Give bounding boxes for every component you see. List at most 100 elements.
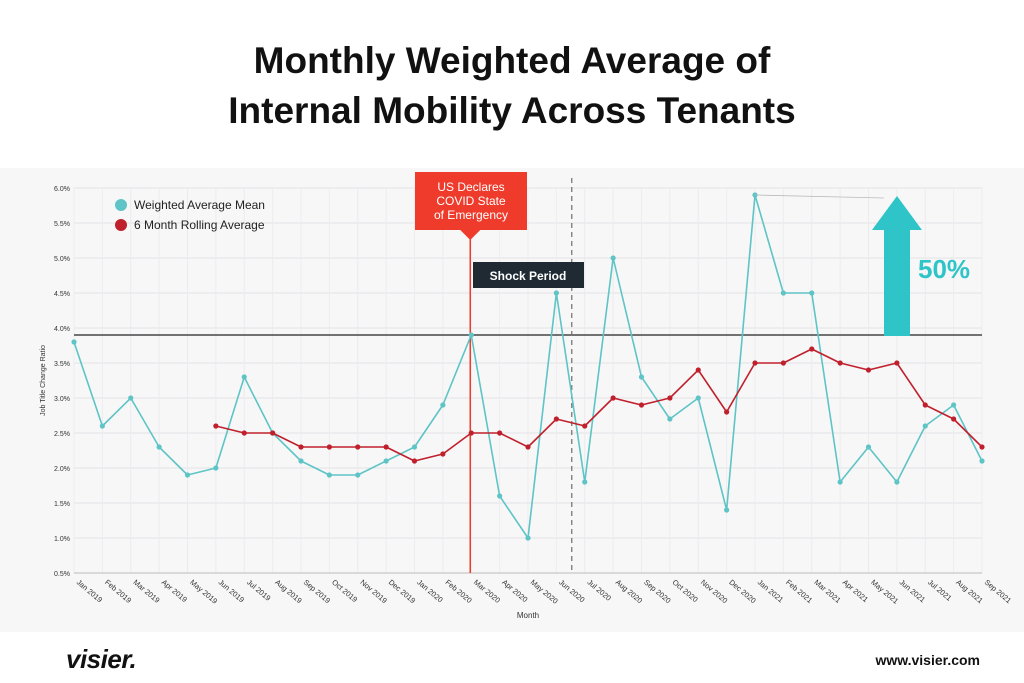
y-tick-label: 5.0% <box>54 256 70 263</box>
data-point-rolling <box>667 395 673 401</box>
data-point-mean <box>894 479 900 485</box>
shock-period-badge <box>473 262 584 288</box>
data-point-rolling <box>383 444 389 450</box>
x-tick-label: Sep 2021 <box>983 578 1013 606</box>
title-line-2: Internal Mobility Across Tenants <box>228 90 796 131</box>
y-tick-label: 1.0% <box>54 536 70 543</box>
data-point-rolling <box>213 423 219 429</box>
legend-label-rolling: 6 Month Rolling Average <box>134 218 265 232</box>
data-point-mean <box>809 290 815 296</box>
x-tick-label: Oct 2020 <box>671 578 700 604</box>
data-point-mean <box>865 444 872 450</box>
x-tick-label: Jun 2019 <box>217 578 246 605</box>
x-tick-label: Mar 2021 <box>812 578 842 605</box>
footer-url[interactable]: www.visier.com <box>875 652 980 668</box>
visier-logo: visier. <box>66 644 137 674</box>
data-point-mean <box>638 374 645 380</box>
y-tick-label: 6.0% <box>54 186 70 193</box>
legend-label-mean: Weighted Average Mean <box>134 198 265 212</box>
x-tick-label: Jul 2019 <box>245 578 273 603</box>
data-point-rolling <box>837 360 843 366</box>
covid-callout-text: COVID State <box>436 194 506 208</box>
x-tick-label: Sep 2020 <box>642 578 672 606</box>
chart-panel <box>0 168 1024 632</box>
data-point-mean <box>355 472 361 478</box>
y-tick-label: 2.0% <box>54 466 70 473</box>
x-tick-label: Aug 2020 <box>614 578 644 606</box>
covid-callout-text: US Declares <box>437 180 504 194</box>
data-point-mean <box>724 507 730 513</box>
x-tick-label: Nov 2020 <box>699 578 729 606</box>
data-point-mean <box>383 458 389 464</box>
x-tick-label: Jun 2020 <box>557 578 586 605</box>
data-point-mean <box>979 458 985 464</box>
peak-connector <box>754 194 885 199</box>
title-line-1: Monthly Weighted Average of <box>253 40 771 81</box>
data-point-rolling <box>638 402 645 408</box>
data-point-mean <box>667 416 673 422</box>
increase-arrow <box>872 196 922 336</box>
data-point-rolling <box>582 423 588 429</box>
grid <box>73 187 983 574</box>
y-tick-label: 3.0% <box>54 396 70 403</box>
y-tick-label: 1.5% <box>54 501 70 508</box>
data-point-rolling <box>752 360 758 366</box>
data-point-mean <box>922 423 928 429</box>
x-tick-label: Apr 2019 <box>160 578 189 604</box>
data-point-rolling <box>326 444 332 450</box>
data-point-mean <box>440 402 446 408</box>
data-point-rolling <box>241 430 247 436</box>
x-tick-label: Nov 2019 <box>358 578 388 606</box>
y-tick-label: 4.0% <box>54 326 70 333</box>
data-point-mean <box>525 535 531 541</box>
data-point-rolling <box>298 444 304 450</box>
x-tick-label: May 2020 <box>529 578 560 606</box>
data-point-rolling <box>922 402 928 408</box>
data-point-mean <box>610 255 616 261</box>
data-point-rolling <box>780 360 786 366</box>
data-point-mean <box>468 332 474 338</box>
data-point-mean <box>241 374 247 380</box>
x-tick-label: Jul 2020 <box>585 578 613 603</box>
data-point-rolling <box>951 416 957 422</box>
data-point-rolling <box>610 395 616 401</box>
x-tick-label: Dec 2019 <box>387 578 417 606</box>
data-point-rolling <box>440 451 446 457</box>
x-tick-label: Jul 2021 <box>926 578 954 603</box>
increase-label: 50% <box>918 254 970 284</box>
data-point-mean <box>497 493 503 499</box>
data-point-mean <box>553 290 559 296</box>
data-point-rolling <box>724 409 730 415</box>
x-tick-label: Apr 2021 <box>841 578 870 604</box>
data-point-rolling <box>270 430 276 436</box>
legend: Weighted Average Mean 6 Month Rolling Ave… <box>115 198 265 232</box>
data-point-mean <box>156 444 162 450</box>
data-point-mean <box>837 479 843 485</box>
covid-callout-text: of Emergency <box>434 208 508 222</box>
data-point-mean <box>951 402 957 408</box>
x-tick-label: Apr 2020 <box>500 578 529 604</box>
data-point-rolling <box>497 430 503 436</box>
x-tick-label: Feb 2019 <box>103 578 133 605</box>
data-point-rolling <box>355 444 361 450</box>
data-point-mean <box>99 423 105 429</box>
x-axis-label: Month <box>517 611 539 620</box>
data-point-rolling <box>894 360 900 366</box>
y-axis-ticks: 0.5% 1.0% 1.5% 2.0% 2.5% 3.0% 3.5% 4.0% 4.5% 5.0%… <box>54 186 70 578</box>
data-point-rolling <box>468 430 474 436</box>
y-tick-label: 5.5% <box>54 221 70 228</box>
y-tick-label: 3.5% <box>54 361 70 368</box>
data-point-mean <box>298 458 304 464</box>
data-point-mean <box>780 290 786 296</box>
shock-period-label: Shock Period <box>490 269 567 283</box>
x-tick-label: Aug 2021 <box>954 578 984 606</box>
x-tick-label: Jan 2020 <box>415 578 444 605</box>
y-tick-label: 4.5% <box>54 291 70 298</box>
x-tick-label: Mar 2019 <box>131 578 161 605</box>
data-point-mean <box>695 395 701 401</box>
data-point-rolling <box>553 416 559 422</box>
legend-marker-mean <box>115 199 127 211</box>
data-point-rolling <box>411 458 418 464</box>
